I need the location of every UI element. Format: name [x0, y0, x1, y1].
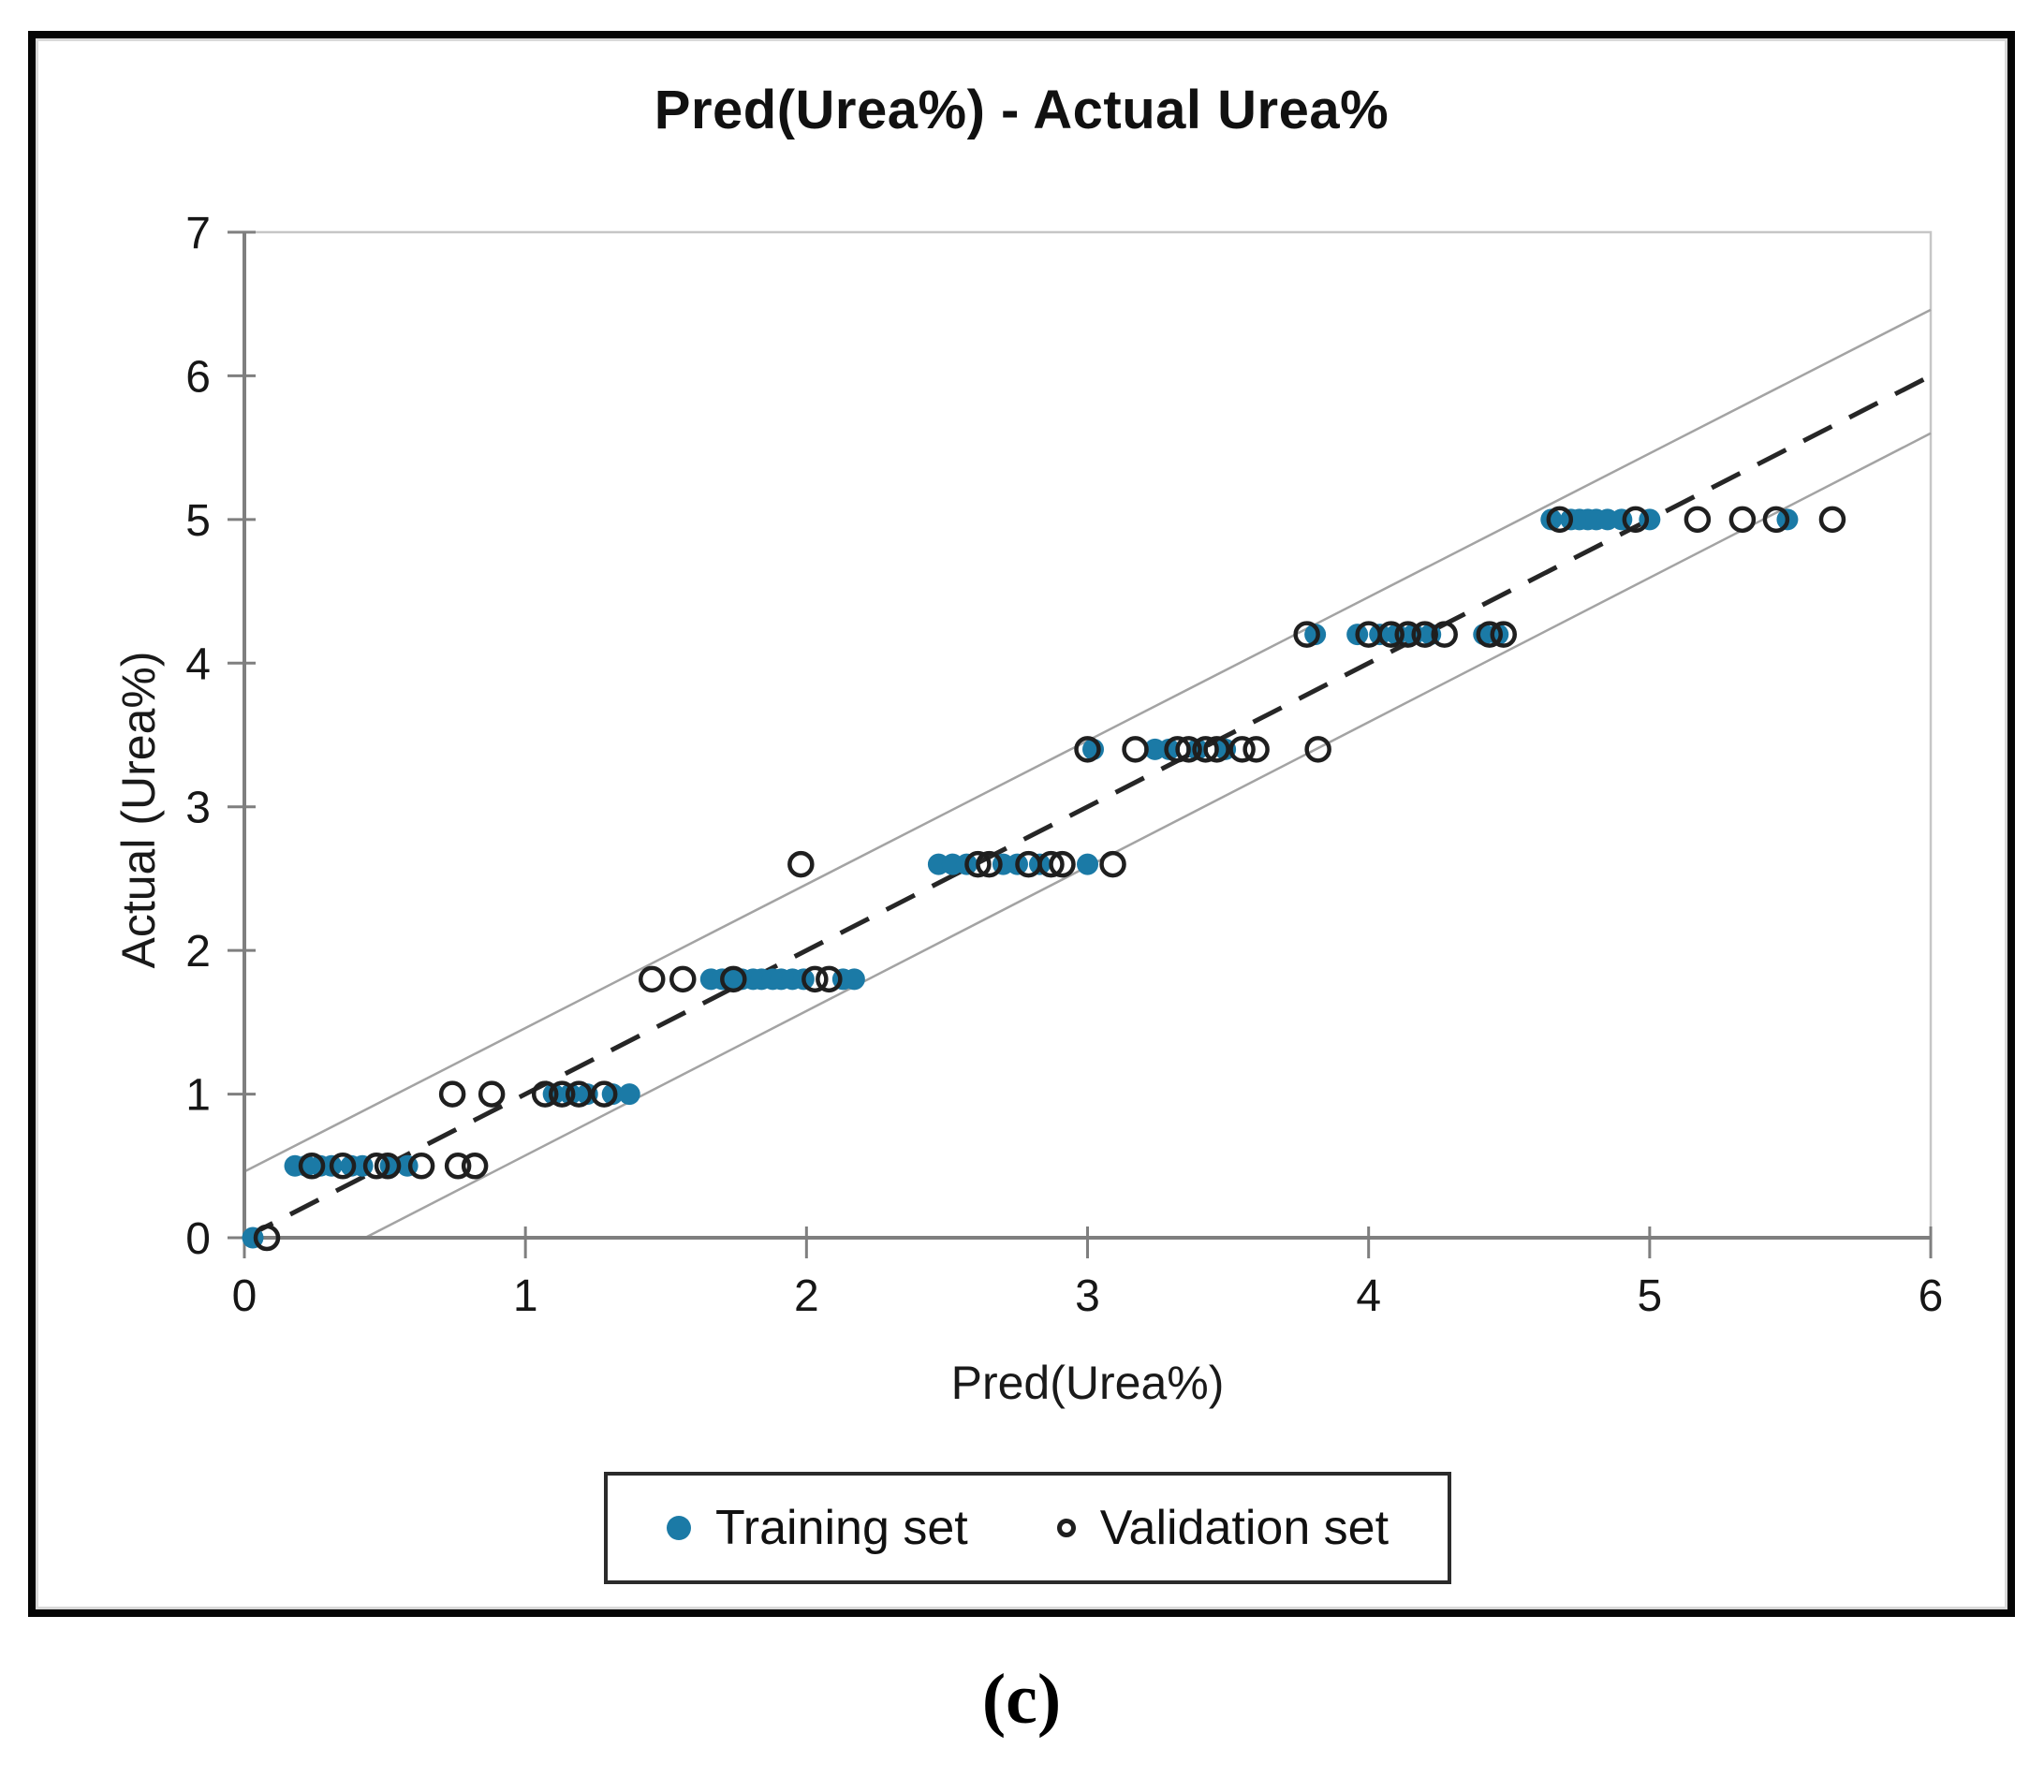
data-point-validation: [1192, 736, 1219, 763]
data-point-validation: [329, 1153, 357, 1180]
x-tick-label: 4: [1356, 1271, 1381, 1321]
data-point-validation: [720, 965, 747, 993]
data-point-validation: [444, 1153, 472, 1180]
x-tick-label: 3: [1075, 1271, 1100, 1321]
y-tick-label: 1: [185, 1071, 211, 1121]
data-point-validation: [1037, 850, 1065, 878]
data-point-validation: [1728, 506, 1757, 534]
data-point-validation: [1293, 621, 1320, 648]
data-point-validation: [669, 965, 697, 993]
y-tick-label: 4: [185, 639, 211, 689]
data-point-validation: [590, 1080, 618, 1108]
data-point-training: [843, 968, 865, 991]
data-point-validation: [816, 965, 843, 993]
legend-label-training: Training set: [714, 1501, 968, 1555]
data-point-validation: [1122, 736, 1149, 763]
data-point-training: [601, 1083, 624, 1106]
data-point-validation: [1394, 621, 1421, 648]
data-point-validation: [1490, 621, 1518, 648]
data-point-validation: [1175, 736, 1202, 763]
data-point-validation: [1203, 736, 1230, 763]
training-marker-icon: [666, 1516, 691, 1540]
data-point-validation: [478, 1080, 506, 1108]
data-point-validation: [964, 850, 992, 878]
data-point-validation: [1164, 736, 1191, 763]
data-point-validation: [1228, 736, 1256, 763]
data-point-validation: [1684, 506, 1712, 534]
y-tick-label: 0: [185, 1214, 211, 1264]
y-tick-label: 6: [185, 352, 211, 402]
scatter-plot: 0 1 2 3 4 5 6 0 1 2 3 4 5 6 7: [185, 209, 1944, 1321]
data-point-validation: [638, 965, 666, 993]
data-point-validation: [1622, 506, 1650, 534]
chart-title: Pred(Urea%) - Actual Urea%: [654, 80, 1390, 140]
data-point-validation: [565, 1080, 593, 1108]
data-point-validation: [253, 1224, 281, 1252]
data-point-validation: [1762, 506, 1790, 534]
data-point-validation: [1377, 621, 1404, 648]
legend: Training set Validation set: [604, 1472, 1451, 1584]
data-point-validation: [531, 1080, 559, 1108]
data-point-training: [1540, 508, 1563, 531]
data-point-validation: [1099, 850, 1126, 878]
data-point-training: [1077, 853, 1099, 875]
data-point-validation: [461, 1153, 489, 1180]
y-tick-label: 2: [185, 927, 211, 977]
y-tick-label: 7: [185, 209, 211, 258]
data-point-validation: [1411, 621, 1438, 648]
legend-item-validation: Validation set: [1056, 1500, 1390, 1556]
x-tick-label: 6: [1919, 1271, 1944, 1321]
identity-line: [243, 374, 1933, 1241]
data-point-training: [1158, 738, 1181, 760]
x-tick-label: 2: [794, 1271, 819, 1321]
legend-item-training: Training set: [666, 1500, 968, 1556]
data-point-validation: [1431, 621, 1458, 648]
data-point-validation: [1243, 736, 1270, 763]
data-point-validation: [801, 965, 829, 993]
data-point-validation: [1049, 850, 1076, 878]
y-tick-label: 5: [185, 496, 211, 546]
data-point-validation: [407, 1153, 435, 1180]
data-point-validation: [976, 850, 1003, 878]
data-point-validation: [1074, 736, 1101, 763]
data-point-validation: [362, 1153, 390, 1180]
subfigure-caption: (c): [981, 1660, 1062, 1739]
data-point-training: [559, 1083, 581, 1106]
data-point-validation: [1304, 736, 1331, 763]
lower-band-line: [364, 432, 1932, 1240]
data-point-training: [1186, 738, 1209, 760]
validation-marker-icon: [1056, 1519, 1076, 1537]
data-point-validation: [298, 1153, 326, 1180]
legend-label-validation: Validation set: [1099, 1501, 1390, 1555]
data-point-validation: [1476, 621, 1504, 648]
plot-border: [244, 230, 1933, 1238]
data-point-validation: [548, 1080, 576, 1108]
figure-border: [28, 31, 2015, 1617]
x-axis-title: Pred(Urea%): [950, 1357, 1225, 1409]
x-tick-label: 0: [232, 1271, 257, 1321]
data-point-validation: [438, 1080, 466, 1108]
y-axis-title: Actual (Urea%): [112, 651, 165, 969]
data-point-validation: [1546, 506, 1574, 534]
x-tick-label: 5: [1637, 1271, 1662, 1321]
data-point-validation: [1818, 506, 1846, 534]
data-point-training: [618, 1083, 640, 1106]
y-tick-label: 3: [185, 784, 211, 833]
x-tick-label: 1: [513, 1271, 538, 1321]
data-point-training: [1304, 624, 1327, 646]
data-point-training: [542, 1083, 565, 1106]
data-point-validation: [787, 850, 815, 878]
data-point-validation: [374, 1153, 402, 1180]
